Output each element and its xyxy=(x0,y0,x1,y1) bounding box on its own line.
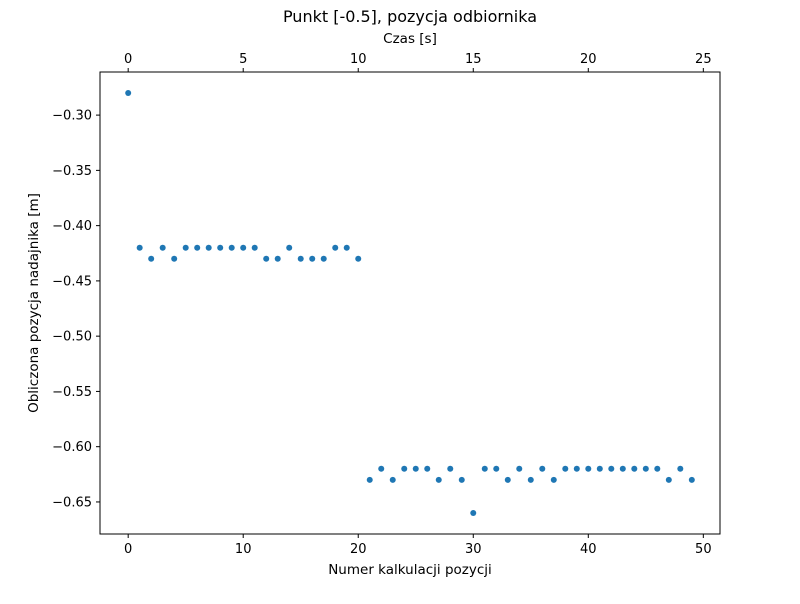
x-tick-label: 50 xyxy=(695,542,712,557)
data-point xyxy=(458,476,465,483)
data-point xyxy=(274,255,281,262)
data-point xyxy=(401,465,408,472)
top-x-tick-label: 5 xyxy=(239,52,247,67)
data-point xyxy=(435,476,442,483)
data-point xyxy=(424,465,431,472)
data-point xyxy=(148,255,155,262)
data-point xyxy=(297,255,304,262)
data-point xyxy=(412,465,419,472)
y-tick-label: −0.45 xyxy=(52,274,92,289)
data-point xyxy=(343,244,350,251)
data-point xyxy=(516,465,523,472)
data-point xyxy=(332,244,339,251)
top-x-tick-label: 25 xyxy=(695,52,712,67)
data-point xyxy=(550,476,557,483)
data-point xyxy=(447,465,454,472)
data-point xyxy=(228,244,235,251)
x-tick-label: 30 xyxy=(465,542,482,557)
data-point xyxy=(562,465,569,472)
top-x-tick-label: 20 xyxy=(580,52,597,67)
data-point xyxy=(389,476,396,483)
data-point xyxy=(608,465,615,472)
data-point xyxy=(504,476,511,483)
data-point xyxy=(527,476,534,483)
y-tick-label: −0.55 xyxy=(52,385,92,400)
top-x-tick-label: 10 xyxy=(350,52,367,67)
y-tick-label: −0.60 xyxy=(52,440,92,455)
top-x-axis-label: Czas [s] xyxy=(383,31,437,47)
x-tick-label: 0 xyxy=(124,542,132,557)
data-point xyxy=(320,255,327,262)
data-point xyxy=(251,244,258,251)
data-point xyxy=(159,244,166,251)
data-point xyxy=(366,476,373,483)
data-point xyxy=(240,244,247,251)
y-tick-label: −0.30 xyxy=(52,109,92,124)
data-point xyxy=(481,465,488,472)
data-point xyxy=(355,255,362,262)
data-point xyxy=(263,255,270,262)
data-point xyxy=(642,465,649,472)
data-point xyxy=(585,465,592,472)
data-point xyxy=(619,465,626,472)
data-point xyxy=(217,244,224,251)
data-point xyxy=(309,255,316,262)
x-tick-label: 10 xyxy=(235,542,252,557)
data-point xyxy=(378,465,385,472)
data-point xyxy=(665,476,672,483)
plot-area-frame xyxy=(99,71,721,535)
data-point xyxy=(171,255,178,262)
data-point xyxy=(470,510,477,516)
data-point xyxy=(573,465,580,472)
data-point xyxy=(205,244,212,251)
y-tick-label: −0.50 xyxy=(52,330,92,345)
data-point xyxy=(677,465,684,472)
data-point xyxy=(631,465,638,472)
y-tick-label: −0.35 xyxy=(52,164,92,179)
y-axis-label: Obliczona pozycja nadajnika [m] xyxy=(26,193,42,413)
data-point xyxy=(136,244,143,251)
data-point xyxy=(194,244,201,251)
ticks-layer: 0 10 20 30 40 50 0 5 10 15 20 25 −0.30 −0.35 −0.40 −0.4… xyxy=(52,52,711,557)
data-point xyxy=(493,465,500,472)
y-tick-label: −0.65 xyxy=(52,495,92,510)
x-tick-label: 40 xyxy=(580,542,597,557)
data-point xyxy=(596,465,603,472)
y-tick-label: −0.40 xyxy=(52,219,92,234)
points-layer xyxy=(125,90,695,516)
x-tick-label: 20 xyxy=(350,542,367,557)
data-point xyxy=(654,465,661,472)
data-point xyxy=(539,465,546,472)
data-point xyxy=(125,90,132,96)
top-x-tick-label: 0 xyxy=(124,52,132,67)
data-point xyxy=(688,476,695,483)
chart-title: Punkt [-0.5], pozycja odbiornika xyxy=(283,7,537,26)
x-axis-label: Numer kalkulacji pozycji xyxy=(328,562,492,578)
data-point xyxy=(182,244,189,251)
top-x-tick-label: 15 xyxy=(465,52,482,67)
data-point xyxy=(286,244,293,251)
